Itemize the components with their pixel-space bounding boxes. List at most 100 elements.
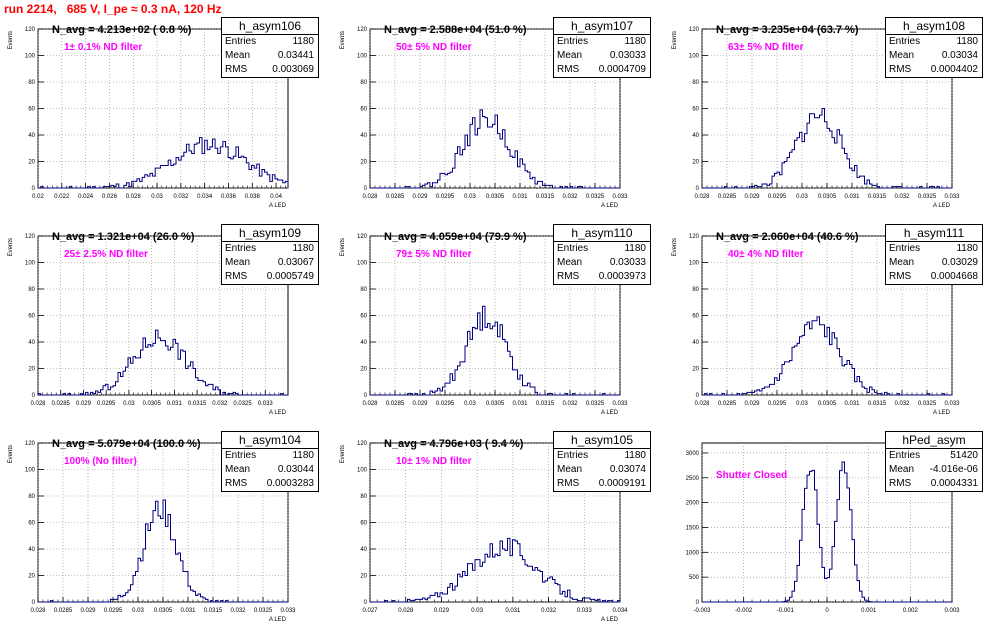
x-axis-label: A LED bbox=[933, 203, 951, 209]
y-axis-label: Events bbox=[340, 445, 346, 463]
mean-value: 0.03029 bbox=[941, 257, 978, 268]
mean-value: 0.03067 bbox=[277, 257, 314, 268]
mean-value: 0.03033 bbox=[609, 50, 646, 61]
x-tick-label: 0.003 bbox=[944, 608, 960, 614]
y-axis-label: Events bbox=[8, 445, 14, 463]
y-tick-label: 60 bbox=[28, 107, 35, 113]
x-tick-label: 0.0325 bbox=[586, 194, 605, 200]
filter-label: 10± 1% ND filter bbox=[396, 456, 472, 467]
x-tick-label: 0.0295 bbox=[436, 194, 455, 200]
mean-label: Mean bbox=[889, 257, 915, 268]
histogram-pad-h_asym108: 0.028 0.0285 0.029 0.0295 0.03 0.0305 0.031 0.0… bbox=[664, 12, 996, 219]
entries-label: Entries bbox=[557, 243, 589, 254]
x-tick-label: 0.0305 bbox=[486, 401, 505, 407]
histogram-svg: 0.028 0.0285 0.029 0.0295 0.03 0.0305 0.031 0.0… bbox=[340, 27, 628, 209]
y-tick-label: 100 bbox=[357, 54, 368, 60]
x-tick-label: 0.032 bbox=[562, 194, 578, 200]
y-tick-label: 60 bbox=[28, 521, 35, 527]
y-tick-label: 40 bbox=[692, 340, 699, 346]
histogram-line bbox=[38, 499, 288, 603]
y-tick-label: 80 bbox=[360, 287, 367, 293]
x-tick-label: 0.0315 bbox=[204, 608, 223, 614]
x-tick-label: 0.031 bbox=[844, 194, 860, 200]
navg-label: N_avg = 1.321e+04 (26.0 %) bbox=[52, 231, 195, 243]
x-tick-label: 0.033 bbox=[944, 194, 960, 200]
y-tick-label: 0 bbox=[32, 186, 36, 192]
histogram-name: h_asym106 bbox=[222, 18, 318, 35]
x-tick-label: 0.028 bbox=[694, 194, 710, 200]
y-tick-label: 0 bbox=[364, 186, 368, 192]
x-tick-label: 0.0315 bbox=[188, 401, 207, 407]
x-tick-label: 0.0315 bbox=[536, 194, 555, 200]
x-tick-label: 0.03 bbox=[132, 608, 144, 614]
x-tick-label: 0.028 bbox=[362, 194, 378, 200]
y-tick-label: 3000 bbox=[686, 451, 700, 457]
entries-value: 1180 bbox=[956, 36, 978, 47]
histogram-name: h_asym108 bbox=[886, 18, 982, 35]
x-tick-label: 0.032 bbox=[173, 194, 189, 200]
x-tick-label: 0.0305 bbox=[142, 401, 161, 407]
y-tick-label: 0 bbox=[32, 600, 36, 606]
y-axis-label: Events bbox=[672, 31, 678, 49]
y-tick-label: 80 bbox=[692, 287, 699, 293]
x-tick-label: 0.028 bbox=[398, 608, 414, 614]
y-tick-label: 2500 bbox=[686, 476, 700, 482]
x-tick-label: 0.03 bbox=[796, 401, 808, 407]
filter-label: 25± 2.5% ND filter bbox=[64, 249, 148, 260]
y-tick-label: 80 bbox=[692, 80, 699, 86]
y-axis-label: Events bbox=[8, 238, 14, 256]
x-tick-label: 0.002 bbox=[903, 608, 919, 614]
rms-value: 0.0005749 bbox=[266, 271, 314, 282]
mean-label: Mean bbox=[557, 464, 583, 475]
rms-label: RMS bbox=[557, 64, 580, 75]
y-axis-label: Events bbox=[340, 31, 346, 49]
histogram-name: h_asym111 bbox=[886, 225, 982, 242]
x-tick-label: 0.0285 bbox=[386, 194, 405, 200]
navg-label: N_avg = 3.235e+04 (63.7 %) bbox=[716, 24, 859, 36]
y-tick-label: 120 bbox=[25, 441, 36, 447]
x-tick-label: 0.04 bbox=[270, 194, 282, 200]
x-tick-label: 0.0325 bbox=[918, 194, 937, 200]
rms-value: 0.003069 bbox=[272, 64, 314, 75]
stats-box: h_asym110 Entries 1180 Mean 0.03033 RMS 0.0003… bbox=[553, 224, 651, 285]
histogram-pad-h_asym106: 0.02 0.022 0.024 0.026 0.028 0.03 0.032 0.034 0.… bbox=[0, 12, 332, 219]
x-tick-label: 0.032 bbox=[894, 194, 910, 200]
x-tick-label: 0.031 bbox=[180, 608, 196, 614]
y-tick-label: 60 bbox=[360, 314, 367, 320]
rms-label: RMS bbox=[225, 478, 248, 489]
rms-label: RMS bbox=[889, 478, 912, 489]
y-tick-label: 0 bbox=[32, 393, 36, 399]
histogram-svg: 0.028 0.0285 0.029 0.0295 0.03 0.0305 0.031 0.0… bbox=[8, 441, 296, 623]
entries-value: 1180 bbox=[292, 450, 314, 461]
x-tick-label: 0.03 bbox=[796, 194, 808, 200]
filter-label: 1± 0.1% ND filter bbox=[64, 42, 143, 53]
entries-value: 1180 bbox=[624, 243, 646, 254]
y-tick-label: 40 bbox=[360, 340, 367, 346]
y-tick-label: 0 bbox=[364, 600, 368, 606]
mean-label: Mean bbox=[889, 464, 915, 475]
rms-label: RMS bbox=[889, 64, 912, 75]
rms-value: 0.0004331 bbox=[930, 478, 978, 489]
y-axis-label: Events bbox=[672, 238, 678, 256]
x-tick-label: 0.029 bbox=[412, 401, 428, 407]
x-tick-label: 0.028 bbox=[30, 401, 46, 407]
y-tick-label: 500 bbox=[689, 575, 700, 581]
mean-label: Mean bbox=[225, 50, 251, 61]
histogram-line bbox=[702, 108, 952, 189]
stats-box: h_asym109 Entries 1180 Mean 0.03067 RMS 0.0005… bbox=[221, 224, 319, 285]
navg-label: N_avg = 2.060e+04 (40.6 %) bbox=[716, 231, 859, 243]
x-tick-label: 0 bbox=[825, 608, 829, 614]
rms-label: RMS bbox=[225, 64, 248, 75]
histogram-svg: 0.02 0.022 0.024 0.026 0.028 0.03 0.032 0.034 0.… bbox=[8, 27, 289, 209]
filter-label: 79± 5% ND filter bbox=[396, 249, 472, 260]
filter-label: 40± 4% ND filter bbox=[728, 249, 804, 260]
mean-value: 0.03044 bbox=[277, 464, 314, 475]
mean-label: Mean bbox=[557, 257, 583, 268]
x-tick-label: 0.031 bbox=[512, 401, 528, 407]
y-tick-label: 0 bbox=[696, 393, 700, 399]
rms-value: 0.0003973 bbox=[598, 271, 646, 282]
rms-label: RMS bbox=[557, 478, 580, 489]
entries-label: Entries bbox=[557, 36, 589, 47]
stats-box: hPed_asym Entries 51420 Mean -4.016e-06 RMS 0.… bbox=[885, 431, 983, 492]
x-axis-label: A LED bbox=[933, 410, 951, 416]
